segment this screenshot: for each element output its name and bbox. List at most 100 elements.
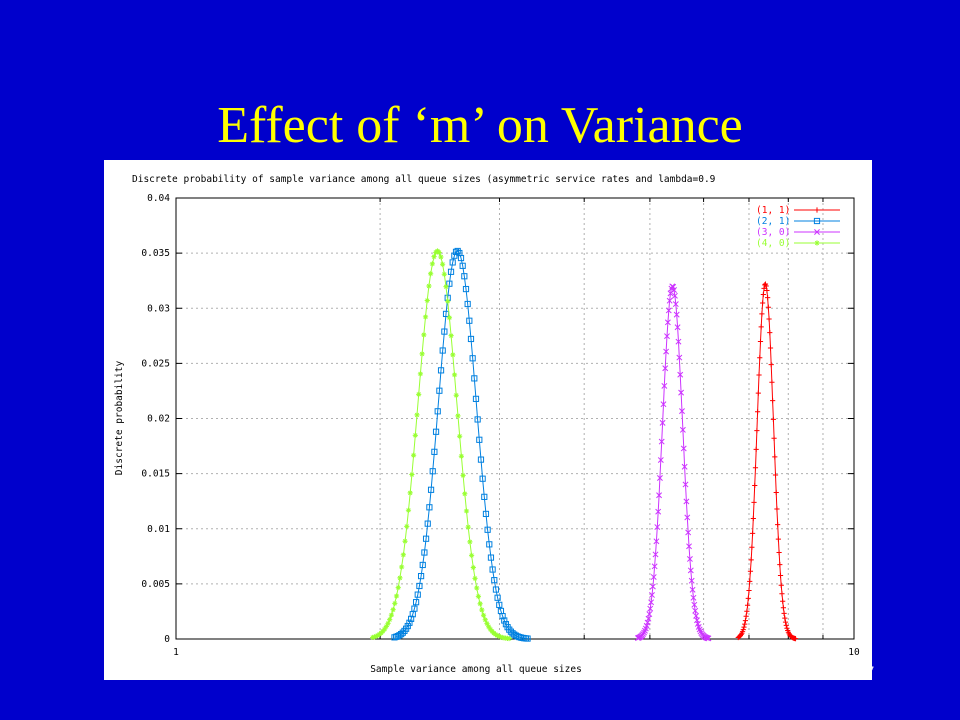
data-point-plus	[758, 324, 764, 330]
y-tick-label: 0.03	[147, 303, 170, 314]
data-point-x	[691, 601, 698, 608]
data-point-square	[506, 626, 513, 633]
data-point-square	[491, 577, 498, 584]
data-point-x	[662, 365, 669, 372]
data-point-plus	[756, 372, 762, 378]
data-point-plus	[751, 499, 757, 506]
data-point-x	[675, 338, 682, 345]
data-point-star	[451, 372, 458, 378]
data-point-x	[659, 419, 666, 426]
slide-number: 7	[866, 664, 874, 681]
data-point-star	[462, 491, 468, 497]
data-point-star	[446, 315, 453, 321]
data-point-star	[405, 507, 412, 513]
y-tick-label: 0.025	[141, 358, 170, 369]
data-point-star	[390, 607, 396, 613]
data-point-x	[657, 457, 664, 463]
data-point-square	[484, 526, 491, 533]
data-point-x	[661, 382, 668, 389]
data-point-square	[399, 629, 406, 636]
data-point-star	[450, 352, 456, 358]
data-point-plus	[814, 207, 820, 213]
data-point-star	[407, 490, 413, 496]
data-point-plus	[748, 557, 754, 563]
data-point-x	[651, 563, 658, 570]
data-point-plus	[776, 549, 782, 556]
data-point-plus	[782, 615, 788, 621]
data-point-star	[475, 593, 482, 599]
data-point-plus	[782, 619, 789, 625]
series-2	[391, 247, 531, 642]
data-point-plus	[747, 578, 753, 585]
data-point-x	[663, 348, 670, 355]
data-point-square	[494, 594, 501, 601]
data-point-x	[682, 481, 689, 488]
data-point-x	[666, 297, 673, 304]
data-point-square	[464, 300, 471, 308]
data-point-plus	[769, 379, 775, 385]
data-point-plus	[778, 582, 784, 588]
data-point-plus	[763, 283, 769, 289]
data-point-square	[446, 280, 453, 287]
data-point-square	[436, 387, 443, 394]
data-point-plus	[774, 506, 780, 512]
data-point-plus	[767, 345, 774, 351]
data-point-plus	[772, 454, 778, 460]
data-point-square	[476, 436, 483, 443]
data-point-square	[404, 622, 411, 630]
data-point-square	[461, 273, 468, 280]
data-point-star	[506, 635, 512, 642]
data-point-star	[416, 391, 422, 397]
data-point-plus	[783, 622, 789, 629]
data-point-square	[501, 617, 508, 624]
data-point-x	[665, 307, 672, 314]
data-point-star	[440, 261, 446, 267]
data-point-star	[484, 620, 490, 627]
data-point-plus	[749, 544, 755, 550]
data-point-square	[452, 248, 460, 255]
data-point-square	[486, 541, 493, 548]
x-tick-label: 1	[173, 647, 179, 658]
data-point-x	[650, 574, 657, 580]
data-point-plus	[743, 613, 749, 619]
series-line	[738, 283, 796, 640]
data-point-square	[408, 615, 415, 622]
variance-chart: Discrete probability of sample variance …	[114, 174, 860, 675]
data-point-star	[482, 617, 488, 623]
series-line	[637, 285, 709, 639]
data-point-square	[421, 549, 428, 556]
data-point-star	[431, 254, 437, 260]
data-point-star	[448, 333, 454, 339]
data-point-square	[457, 254, 465, 262]
chart-title: Discrete probability of sample variance …	[132, 174, 716, 185]
data-point-square	[496, 601, 503, 608]
data-point-square	[424, 520, 431, 527]
x-tick-label: 10	[848, 647, 860, 658]
data-point-plus	[773, 489, 779, 496]
series-1	[735, 281, 799, 642]
data-point-plus	[792, 636, 799, 642]
series-3	[634, 283, 712, 642]
data-point-x	[645, 615, 652, 622]
data-point-x	[646, 611, 653, 618]
data-point-plus	[777, 561, 783, 568]
data-point-plus	[755, 390, 761, 396]
data-point-x	[684, 514, 691, 521]
data-point-star	[419, 351, 425, 357]
data-point-star	[409, 471, 415, 478]
y-axis-label: Discrete probability	[114, 361, 125, 476]
data-point-x	[671, 292, 678, 299]
data-point-x	[686, 556, 693, 562]
data-point-x	[671, 287, 678, 293]
data-point-star	[388, 612, 395, 618]
data-point-x	[697, 628, 704, 635]
data-point-star	[385, 620, 391, 627]
legend-label: (2, 1)	[756, 216, 790, 227]
data-point-square	[492, 586, 500, 593]
data-point-plus	[770, 416, 776, 423]
data-point-star	[455, 413, 461, 419]
data-point-star	[404, 523, 410, 529]
data-point-x	[673, 311, 680, 318]
data-point-plus	[768, 362, 774, 368]
data-point-plus	[746, 587, 752, 594]
